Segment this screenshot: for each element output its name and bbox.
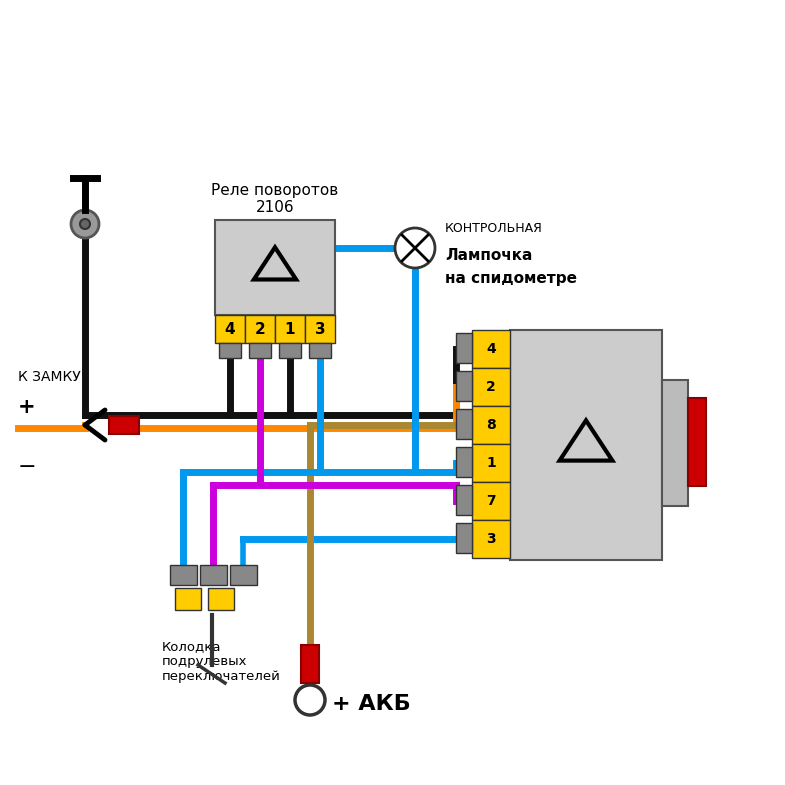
Bar: [219, 343, 241, 358]
Bar: [456, 333, 472, 363]
Bar: [688, 398, 706, 486]
Text: 3: 3: [486, 532, 496, 546]
Text: 2: 2: [254, 322, 265, 337]
Bar: [472, 330, 510, 368]
Bar: [208, 588, 234, 610]
Text: Колодка
подрулевых
переключателей: Колодка подрулевых переключателей: [162, 640, 281, 683]
Bar: [109, 416, 139, 434]
Bar: [275, 315, 305, 343]
Bar: [456, 409, 472, 439]
Bar: [662, 380, 688, 506]
Bar: [249, 343, 271, 358]
Bar: [170, 565, 197, 585]
Bar: [456, 371, 472, 401]
Bar: [472, 520, 510, 558]
Text: 7: 7: [486, 494, 496, 508]
Text: 1: 1: [285, 322, 295, 337]
Bar: [230, 565, 257, 585]
Text: 3: 3: [315, 322, 325, 337]
Text: +: +: [18, 397, 35, 417]
Circle shape: [80, 219, 90, 229]
Bar: [215, 315, 245, 343]
Text: К ЗАМКУ: К ЗАМКУ: [18, 370, 81, 384]
Text: Лампочка: Лампочка: [445, 249, 532, 264]
Text: Реле поворотов
2106: Реле поворотов 2106: [211, 183, 338, 215]
Text: 2: 2: [486, 380, 496, 394]
Bar: [309, 343, 330, 358]
Bar: [305, 315, 335, 343]
Bar: [472, 406, 510, 444]
Text: −: −: [18, 457, 37, 477]
Text: + АКБ: + АКБ: [332, 694, 411, 714]
Bar: [215, 220, 335, 315]
Text: 1: 1: [486, 456, 496, 470]
Bar: [472, 368, 510, 406]
Text: 8: 8: [486, 418, 496, 432]
Bar: [472, 444, 510, 482]
Bar: [510, 330, 662, 560]
Bar: [279, 343, 301, 358]
Bar: [175, 588, 201, 610]
Bar: [200, 565, 227, 585]
Text: 4: 4: [225, 322, 236, 337]
Bar: [456, 447, 472, 477]
Circle shape: [395, 228, 435, 268]
Circle shape: [295, 685, 325, 715]
Circle shape: [71, 210, 99, 238]
Text: 4: 4: [486, 342, 496, 356]
Bar: [456, 523, 472, 553]
Bar: [245, 315, 275, 343]
Text: КОНТРОЛЬНАЯ: КОНТРОЛЬНАЯ: [445, 221, 542, 235]
Bar: [456, 485, 472, 515]
Bar: [301, 645, 319, 683]
Text: на спидометре: на спидометре: [445, 271, 577, 286]
Bar: [472, 482, 510, 520]
